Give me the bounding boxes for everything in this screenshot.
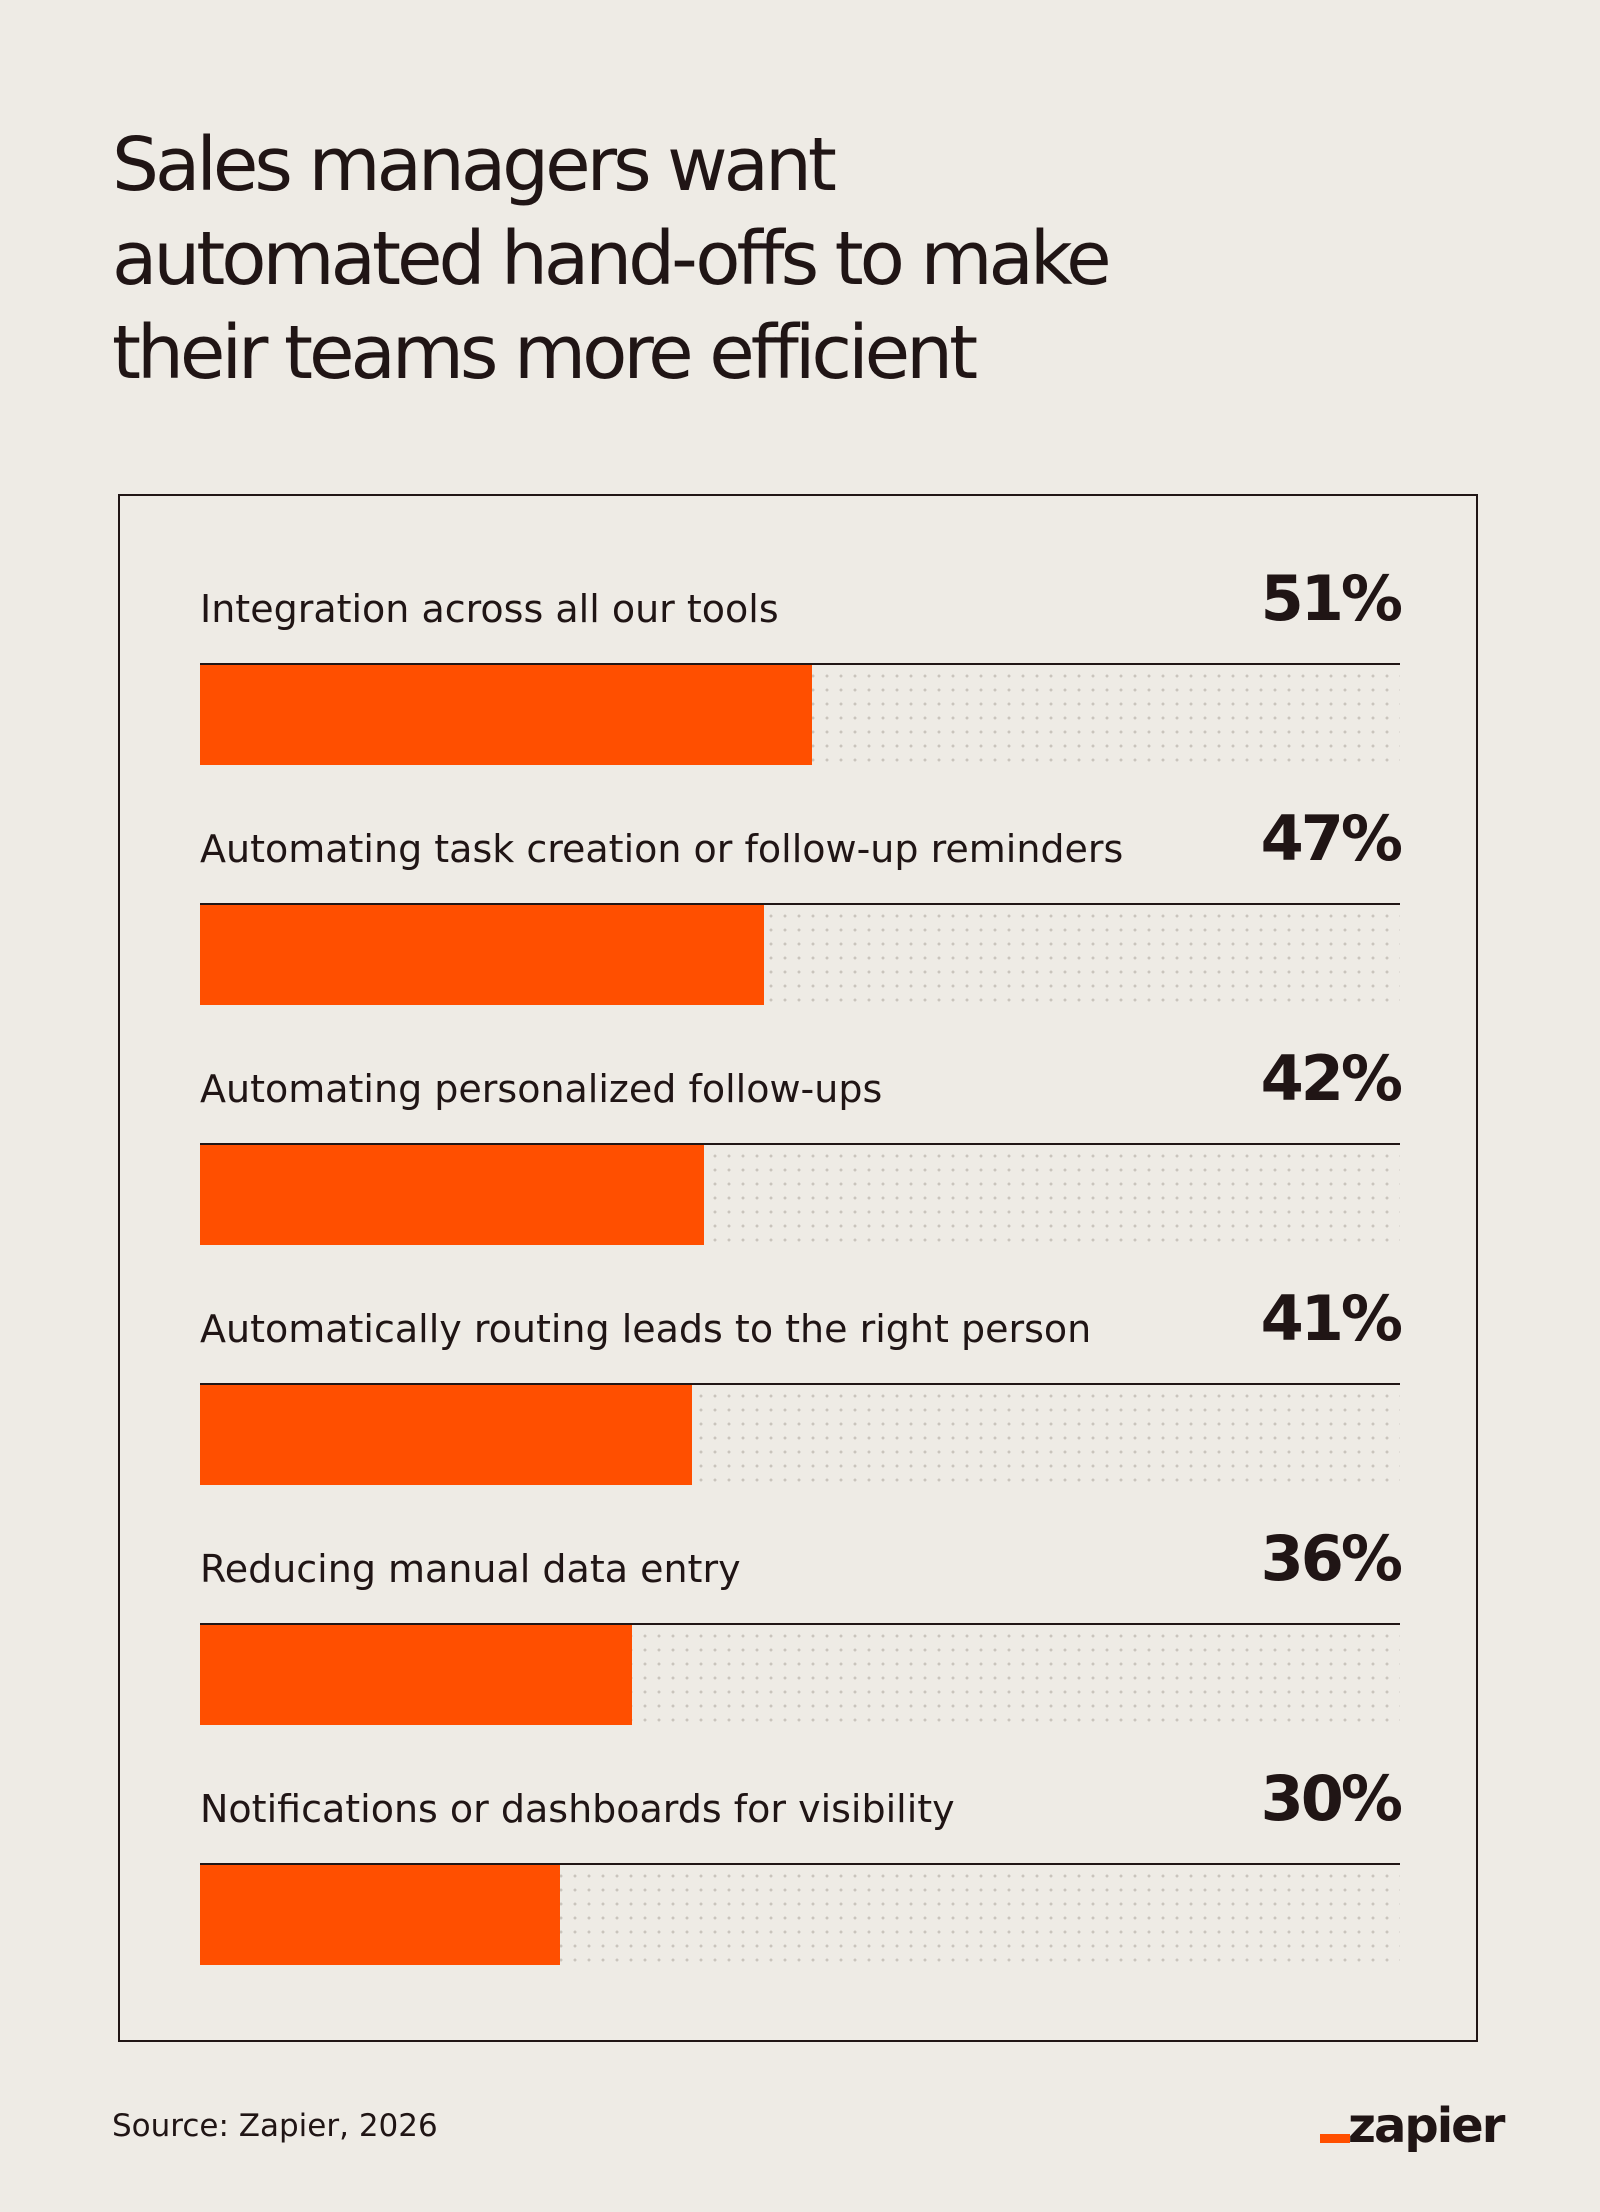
bar <box>200 1145 704 1245</box>
logo-dash-icon <box>1320 2134 1350 2143</box>
bar <box>200 1385 692 1485</box>
bar-value-label: 47% <box>1260 802 1403 875</box>
title-line-3: their teams more efficient <box>112 310 978 396</box>
bar-row: Automating task creation or follow-up re… <box>200 736 1403 1005</box>
chart-frame: Integration across all our tools 51% Autom… <box>118 494 1478 2042</box>
bar <box>200 905 764 1005</box>
bar-label: Integration across all our tools <box>200 587 779 631</box>
row-divider <box>200 1863 1400 1865</box>
source-note: Source: Zapier, 2026 <box>112 2108 438 2144</box>
row-divider <box>200 903 1400 905</box>
row-divider <box>200 663 1400 665</box>
bar-value-label: 30% <box>1260 1762 1403 1835</box>
bar-label: Automating personalized follow-ups <box>200 1067 883 1111</box>
bar-label: Notifications or dashboards for visibili… <box>200 1787 955 1831</box>
bar-row: Automating personalized follow-ups 42% <box>200 976 1403 1245</box>
bar <box>200 1625 632 1725</box>
title-line-1: Sales managers want <box>112 122 837 208</box>
bar-row: Notifications or dashboards for visibili… <box>200 1696 1403 1965</box>
bar-row: Reducing manual data entry 36% <box>200 1456 1403 1725</box>
bar-label: Automatically routing leads to the right… <box>200 1307 1092 1351</box>
row-divider <box>200 1143 1400 1145</box>
bar-row: Automatically routing leads to the right… <box>200 1216 1403 1485</box>
row-divider <box>200 1383 1400 1385</box>
bar-value-label: 51% <box>1260 562 1403 635</box>
bar-label: Reducing manual data entry <box>200 1547 741 1591</box>
chart-title: Sales managers want automated hand-offs … <box>112 118 1412 400</box>
bar-value-label: 36% <box>1260 1522 1403 1595</box>
logo-wordmark: zapier <box>1348 2098 1505 2154</box>
bar <box>200 1865 560 1965</box>
title-line-2: automated hand-offs to make <box>112 216 1112 302</box>
row-divider <box>200 1623 1400 1625</box>
bar-value-label: 41% <box>1260 1282 1403 1355</box>
bar-row: Integration across all our tools 51% <box>200 496 1403 765</box>
bar-value-label: 42% <box>1260 1042 1403 1115</box>
bar-label: Automating task creation or follow-up re… <box>200 827 1124 871</box>
bar <box>200 665 812 765</box>
